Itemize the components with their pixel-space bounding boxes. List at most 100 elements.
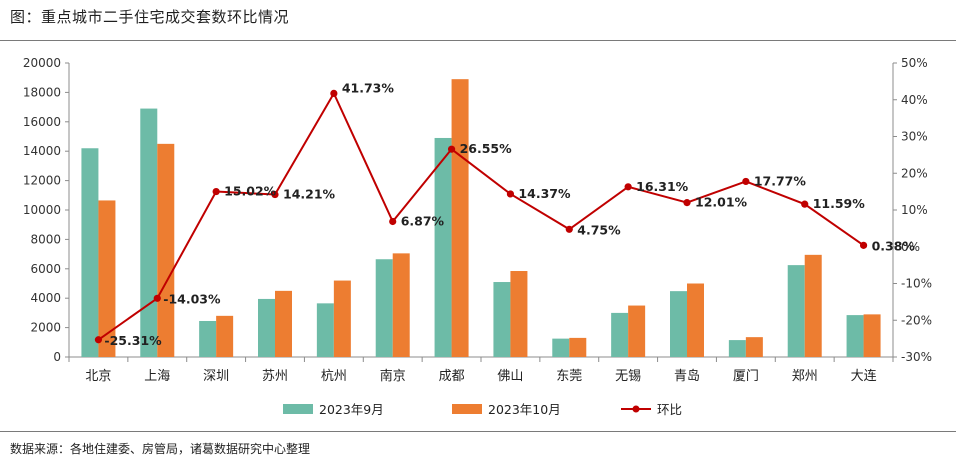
left-tick-label: 16000 bbox=[23, 115, 61, 129]
data-labels: -25.31% -14.03% 15.02% 14.21% 41.73% 6.87% 26.… bbox=[104, 80, 915, 347]
mom-data-label: 0.38% bbox=[872, 238, 916, 253]
bar-sep bbox=[728, 340, 746, 357]
bar-sep bbox=[493, 282, 511, 357]
left-tick-label: 6000 bbox=[30, 262, 61, 276]
x-tick-label: 厦门 bbox=[733, 369, 759, 384]
title-divider bbox=[0, 40, 956, 41]
legend-mom-label: 环比 bbox=[657, 402, 682, 417]
legend-oct-swatch bbox=[452, 404, 482, 414]
x-tick-label: 青岛 bbox=[674, 368, 700, 384]
bar-oct bbox=[98, 200, 116, 357]
mom-data-label: 15.02% bbox=[224, 184, 277, 199]
bar-sep bbox=[787, 265, 805, 357]
bar-oct bbox=[745, 337, 763, 357]
chart-legend: 2023年9月 2023年10月 环比 bbox=[283, 402, 682, 417]
mom-data-label: 17.77% bbox=[754, 173, 807, 188]
bar-sep bbox=[846, 315, 864, 357]
left-tick-label: 12000 bbox=[23, 174, 61, 188]
right-tick-label: -30% bbox=[901, 350, 932, 364]
mom-point bbox=[153, 294, 161, 302]
legend-oct-label: 2023年10月 bbox=[488, 402, 561, 417]
legend-mom-marker bbox=[632, 405, 640, 413]
bar-oct bbox=[628, 305, 646, 357]
mom-data-label: 12.01% bbox=[695, 195, 748, 210]
mom-data-label: 16.31% bbox=[636, 179, 689, 194]
mom-point bbox=[683, 199, 691, 207]
bar-oct bbox=[275, 290, 292, 357]
mom-point bbox=[389, 217, 397, 226]
mom-point bbox=[859, 241, 868, 249]
bar-sep bbox=[434, 137, 452, 357]
mom-data-label: -25.31% bbox=[104, 333, 162, 348]
mom-point bbox=[801, 200, 809, 208]
bar-oct bbox=[863, 314, 881, 357]
x-tick-label: 郑州 bbox=[792, 369, 818, 384]
bar-sep bbox=[611, 312, 629, 357]
bar-oct bbox=[157, 143, 175, 357]
left-tick-label: 4000 bbox=[30, 291, 61, 305]
mom-point bbox=[742, 177, 750, 186]
right-tick-label: 50% bbox=[901, 56, 928, 70]
x-tick-label: 深圳 bbox=[203, 369, 229, 384]
bar-sep bbox=[316, 303, 334, 357]
right-tick-label: 0% bbox=[901, 240, 920, 254]
x-tick-label: 南京 bbox=[380, 368, 406, 384]
right-tick-label: 20% bbox=[901, 166, 928, 180]
x-tick-label: 大连 bbox=[851, 368, 877, 384]
source-divider bbox=[0, 431, 956, 432]
x-tick-label: 东莞 bbox=[556, 369, 582, 384]
mom-point bbox=[506, 190, 515, 198]
legend-sep-label: 2023年9月 bbox=[319, 402, 384, 417]
right-tick-label: 40% bbox=[901, 93, 928, 107]
mom-line bbox=[97, 91, 865, 341]
bar-sep bbox=[258, 298, 275, 357]
mom-point bbox=[212, 187, 220, 196]
bar-series bbox=[81, 79, 881, 358]
bar-sep bbox=[670, 291, 687, 357]
mom-data-label: 14.21% bbox=[283, 187, 336, 202]
bar-sep bbox=[81, 148, 99, 357]
chart-area: 0 2000 4000 6000 8000 10000 12000 14000 16000 180… bbox=[23, 56, 932, 417]
left-tick-label: 8000 bbox=[30, 232, 61, 246]
x-tick-label: 上海 bbox=[144, 369, 170, 384]
legend-sep-swatch bbox=[283, 404, 313, 414]
bar-oct bbox=[804, 254, 822, 357]
bar-oct bbox=[216, 315, 234, 357]
x-tick-label: 杭州 bbox=[321, 369, 347, 384]
mom-line-series bbox=[94, 89, 868, 344]
data-source-note: 数据来源：各地住建委、房管局，诸葛数据研究中心整理 bbox=[10, 442, 311, 456]
right-tick-label: -20% bbox=[901, 313, 932, 327]
bar-sep bbox=[140, 108, 158, 357]
bar-oct bbox=[451, 79, 469, 358]
bar-sep bbox=[199, 320, 217, 357]
bar-oct bbox=[333, 280, 351, 357]
bar-oct bbox=[510, 271, 528, 357]
mom-point bbox=[271, 190, 279, 199]
left-tick-label: 14000 bbox=[23, 144, 61, 158]
bar-oct bbox=[392, 253, 410, 357]
right-tick-label: -10% bbox=[901, 277, 932, 291]
right-tick-label: 30% bbox=[901, 130, 928, 144]
mom-data-label: 6.87% bbox=[401, 214, 445, 229]
mom-data-label: -14.03% bbox=[163, 291, 221, 306]
left-tick-label: 10000 bbox=[23, 203, 61, 217]
x-tick-label: 成都 bbox=[439, 369, 465, 384]
mom-data-label: 4.75% bbox=[577, 222, 621, 237]
bar-oct bbox=[687, 283, 704, 357]
left-tick-label: 0 bbox=[53, 350, 61, 364]
left-tick-label: 2000 bbox=[30, 321, 61, 335]
bar-sep bbox=[552, 338, 570, 357]
mom-data-label: 26.55% bbox=[460, 141, 513, 156]
mom-point bbox=[624, 183, 632, 191]
mom-data-label: 11.59% bbox=[813, 196, 866, 211]
mom-point bbox=[447, 145, 456, 153]
right-tick-label: 10% bbox=[901, 203, 928, 217]
mom-point bbox=[330, 89, 338, 97]
mom-data-label: 14.37% bbox=[518, 186, 571, 201]
mom-data-label: 41.73% bbox=[342, 80, 395, 95]
mom-point bbox=[565, 225, 573, 233]
chart-title: 图：重点城市二手住宅成交套数环比情况 bbox=[10, 8, 290, 26]
bar-sep bbox=[375, 259, 393, 357]
chart-axes: 0 2000 4000 6000 8000 10000 12000 14000 16000 180… bbox=[23, 56, 932, 384]
x-tick-label: 佛山 bbox=[497, 369, 523, 384]
